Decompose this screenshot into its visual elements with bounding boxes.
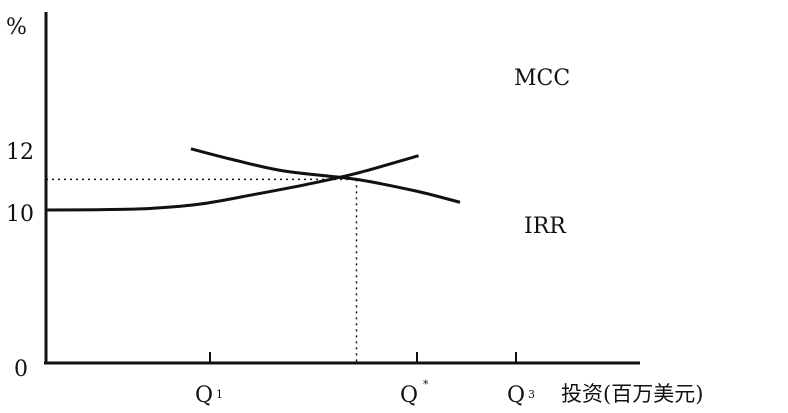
- x-tick-label-qstar: Q *: [400, 378, 429, 408]
- mcc-curve: [45, 154, 420, 212]
- y-tick-label-10: 10: [6, 202, 34, 227]
- y-tick-label-0: 0: [14, 357, 28, 382]
- irr-curve: [190, 147, 461, 204]
- y-tick-label-12: 12: [6, 140, 34, 165]
- y-axis-label: %: [6, 15, 27, 40]
- x-axis-label: 投资(百万美元): [561, 382, 703, 406]
- irr-label: IRR: [524, 214, 567, 239]
- mcc-label: MCC: [514, 66, 570, 91]
